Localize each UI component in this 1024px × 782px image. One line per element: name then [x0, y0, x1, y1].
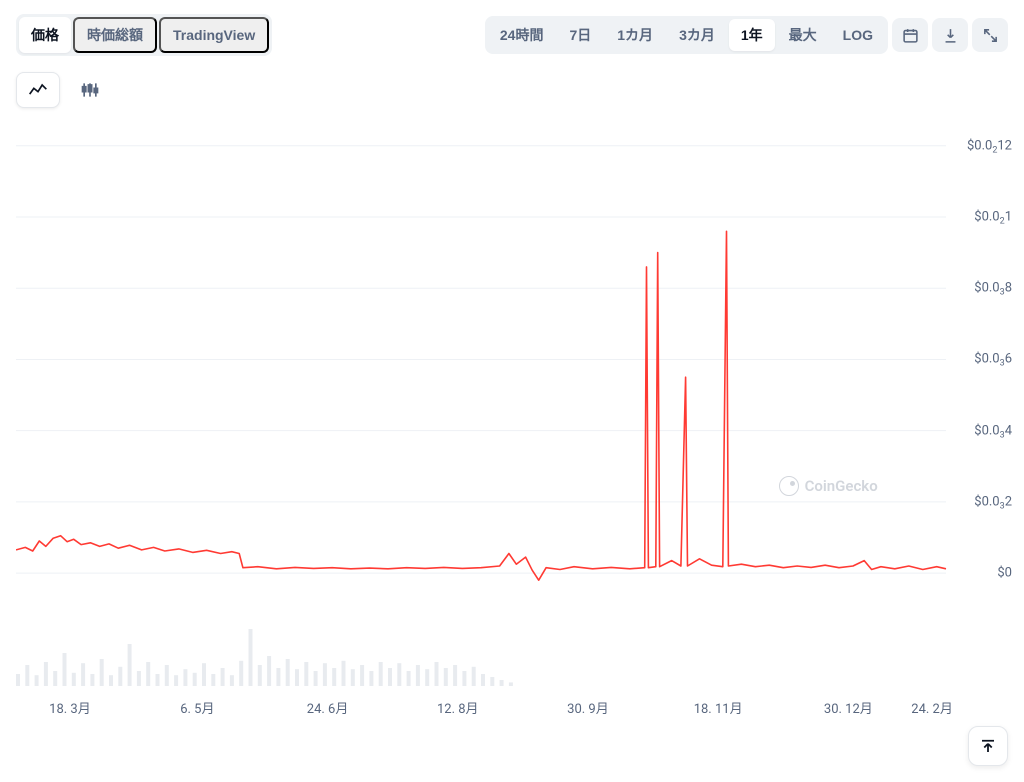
y-axis-label: $0.038: [974, 281, 1012, 296]
candlestick-button[interactable]: [68, 72, 112, 108]
download-button[interactable]: [932, 18, 968, 52]
range-tab-3[interactable]: 3カ月: [667, 19, 727, 51]
x-axis-label: 30. 12月: [824, 698, 873, 717]
arrow-up-icon: [979, 737, 997, 755]
line-chart-button[interactable]: [16, 72, 60, 108]
line-chart-icon: [28, 82, 48, 98]
chart-type-row: [0, 66, 1024, 108]
x-axis-label: 6. 5月: [180, 698, 214, 717]
view-tab-2[interactable]: TradingView: [159, 17, 269, 53]
watermark-text: CoinGecko: [805, 477, 878, 495]
range-tab-6[interactable]: LOG: [831, 19, 885, 51]
range-tab-4[interactable]: 1年: [729, 19, 775, 51]
y-axis-label: $0.0212: [967, 138, 1012, 153]
y-axis-label: $0.034: [974, 423, 1012, 438]
toolbar-right: 24時間7日1カ月3カ月1年最大LOG: [485, 16, 1008, 54]
range-tab-1[interactable]: 7日: [557, 19, 603, 51]
y-axis-label: $0.021: [974, 210, 1012, 225]
watermark: CoinGecko: [779, 476, 878, 496]
expand-button[interactable]: [972, 18, 1008, 52]
expand-icon: [982, 27, 999, 44]
x-axis-label: 30. 9月: [567, 698, 609, 717]
x-axis-label: 24. 6月: [307, 698, 349, 717]
y-axis-label: $0.032: [974, 494, 1012, 509]
chart-toolbar: 価格時価総額TradingView 24時間7日1カ月3カ月1年最大LOG: [0, 0, 1024, 66]
download-icon: [942, 27, 959, 44]
view-tab-0[interactable]: 価格: [19, 17, 71, 53]
range-tab-0[interactable]: 24時間: [488, 19, 556, 51]
chart-canvas: [16, 128, 1014, 720]
toolbar-left: 価格時価総額TradingView: [16, 14, 272, 56]
calendar-button[interactable]: [892, 18, 928, 52]
y-axis-label: $0.036: [974, 352, 1012, 367]
y-axis-label: $0: [997, 566, 1012, 581]
range-tab-group: 24時間7日1カ月3カ月1年最大LOG: [485, 16, 888, 54]
x-axis-label: 24. 2月: [911, 698, 953, 717]
range-tab-5[interactable]: 最大: [777, 19, 829, 51]
x-axis-label: 12. 8月: [437, 698, 479, 717]
view-tab-group: 価格時価総額TradingView: [16, 14, 272, 56]
view-tab-1[interactable]: 時価総額: [73, 17, 157, 53]
x-axis-label: 18. 11月: [694, 698, 743, 717]
coingecko-icon: [779, 476, 799, 496]
calendar-icon: [902, 27, 919, 44]
price-chart[interactable]: $0.0212$0.021$0.038$0.036$0.034$0.032$0 …: [16, 128, 1016, 768]
range-tab-2[interactable]: 1カ月: [605, 19, 665, 51]
candlestick-icon: [80, 81, 100, 99]
x-axis-label: 18. 3月: [49, 698, 91, 717]
scroll-top-button[interactable]: [968, 726, 1008, 766]
